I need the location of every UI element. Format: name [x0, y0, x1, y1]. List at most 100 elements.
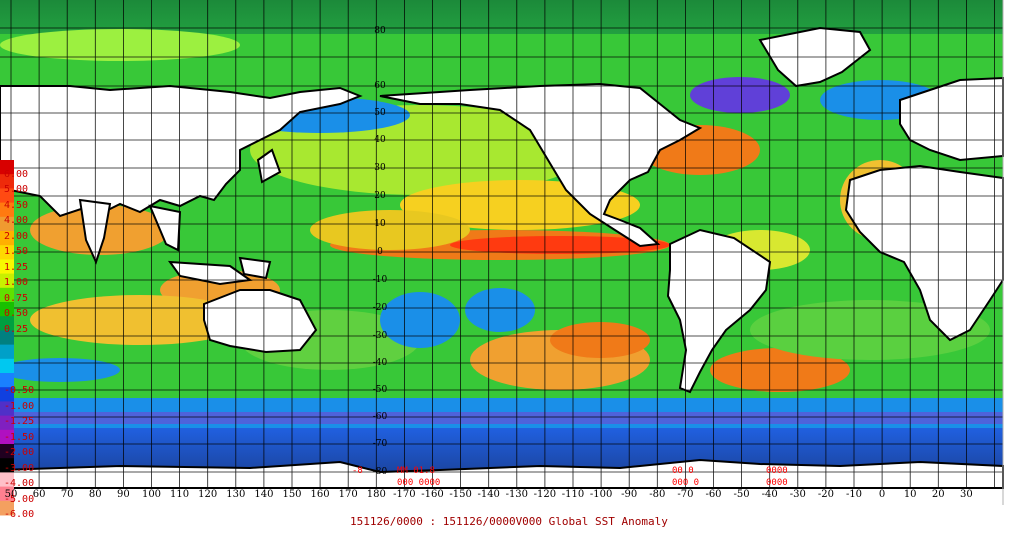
map-caption: 151126/0000 : 151126/0000V000 Global SST… — [350, 515, 668, 528]
longitude-label: -100 — [589, 489, 613, 500]
legend-swatch — [0, 444, 14, 459]
longitude-label: 160 — [310, 489, 330, 500]
latitude-label: 20 — [374, 191, 386, 201]
latitude-label: -60 — [372, 412, 388, 422]
legend-label: -2.00 — [4, 447, 35, 459]
legend-swatch — [0, 429, 14, 445]
red-overlay-text: 0000 — [766, 478, 788, 488]
legend-label: -6.00 — [4, 509, 35, 520]
legend-swatch — [0, 160, 14, 175]
red-overlay-text: 00 0 — [672, 466, 694, 476]
legend-label: 1.25 — [4, 261, 29, 273]
latitude-label: -20 — [372, 303, 388, 313]
legend-swatch — [0, 259, 14, 275]
legend-swatch — [0, 245, 14, 260]
longitude-label: -90 — [621, 489, 638, 500]
longitude-label: 130 — [226, 489, 246, 500]
longitude-label: -150 — [449, 489, 472, 500]
legend-swatch — [0, 401, 14, 417]
legend-swatch — [0, 500, 14, 516]
legend-label: 4.50 — [4, 199, 29, 211]
legend-label: 0.50 — [4, 308, 29, 320]
longitude-label: 0 — [878, 489, 886, 500]
longitude-label: 60 — [32, 489, 46, 500]
longitude-label: 20 — [931, 489, 945, 500]
longitude-label: -110 — [561, 489, 585, 500]
longitude-label: -50 — [733, 489, 750, 500]
longitude-label: -170 — [393, 489, 416, 500]
latitude-label: 10 — [374, 219, 386, 229]
legend-swatch — [0, 330, 14, 346]
latitude-label: -30 — [372, 331, 388, 341]
legend-label: -1.50 — [4, 431, 35, 443]
longitude-label: -30 — [789, 489, 806, 500]
longitude-label: -120 — [533, 489, 557, 500]
longitude-label: -70 — [677, 489, 694, 500]
legend-swatch — [0, 216, 14, 232]
longitude-label: 180 — [366, 489, 386, 500]
latitude-label: 30 — [374, 163, 386, 173]
legend-swatch — [0, 302, 14, 317]
longitude-label: 120 — [198, 489, 218, 500]
red-overlay-text: MM 01.8 — [397, 466, 435, 476]
latitude-label: 0 — [377, 247, 383, 257]
legend-swatch — [0, 287, 14, 303]
legend-swatch — [0, 415, 14, 431]
legend-label: 5.00 — [4, 184, 29, 196]
longitude-label: 170 — [338, 489, 358, 500]
legend-label: -4.00 — [4, 478, 35, 490]
legend-label: 1.50 — [4, 246, 29, 258]
longitude-label: -130 — [505, 489, 529, 500]
longitude-label: 70 — [60, 489, 74, 500]
legend-swatch — [0, 358, 14, 374]
longitude-label: 140 — [254, 489, 274, 500]
legend-swatch — [0, 174, 14, 189]
legend-label: -1.00 — [4, 400, 35, 412]
red-overlay-text: -8 — [352, 466, 363, 476]
latitude-label: 50 — [374, 108, 386, 118]
legend-label: 6.00 — [4, 169, 29, 180]
legend-swatch — [0, 373, 14, 388]
red-overlay-text: 0000 — [766, 466, 788, 476]
longitude-label: -160 — [421, 489, 444, 500]
longitude-label: -10 — [845, 489, 863, 500]
lat-lon-grid — [0, 0, 1003, 488]
longitude-label: -40 — [761, 489, 778, 500]
latitude-label: -40 — [372, 358, 388, 368]
longitude-label: 30 — [960, 489, 973, 500]
color-legend — [0, 160, 14, 516]
longitude-label: 150 — [282, 489, 302, 500]
legend-label: 1.00 — [4, 277, 29, 289]
red-overlay-text: 000 0 — [672, 478, 700, 488]
legend-swatch — [0, 387, 14, 402]
legend-swatch — [0, 316, 14, 331]
longitude-label: 100 — [141, 489, 162, 500]
legend-swatch — [0, 202, 14, 218]
legend-swatch — [0, 458, 14, 473]
legend-swatch — [0, 273, 14, 289]
longitude-label: -80 — [649, 489, 666, 500]
legend-label: 0.75 — [4, 292, 29, 304]
latitude-label: -10 — [372, 275, 388, 285]
longitude-label: -60 — [705, 489, 722, 500]
latitude-label: 80 — [374, 26, 386, 36]
legend-label: 2.00 — [4, 230, 29, 242]
legend-label: -5.00 — [4, 493, 35, 505]
longitude-label: 80 — [88, 489, 102, 500]
latitude-label: -80 — [372, 467, 388, 477]
longitude-label: 90 — [117, 489, 130, 500]
longitude-label: -20 — [817, 489, 834, 500]
latitude-label: -50 — [372, 385, 388, 395]
legend-swatch — [0, 344, 14, 360]
latitude-label: 60 — [374, 81, 386, 91]
legend-label: -3.00 — [4, 462, 35, 474]
legend-label: -1.25 — [4, 416, 35, 428]
legend-swatch — [0, 472, 14, 488]
legend-label: -0.50 — [4, 385, 35, 397]
legend-label: 4.00 — [4, 215, 29, 227]
legend-swatch — [0, 188, 14, 204]
red-overlay-text: 000 0000 — [397, 478, 441, 488]
legend-label: 0.25 — [4, 323, 29, 335]
legend-swatch — [0, 486, 14, 502]
